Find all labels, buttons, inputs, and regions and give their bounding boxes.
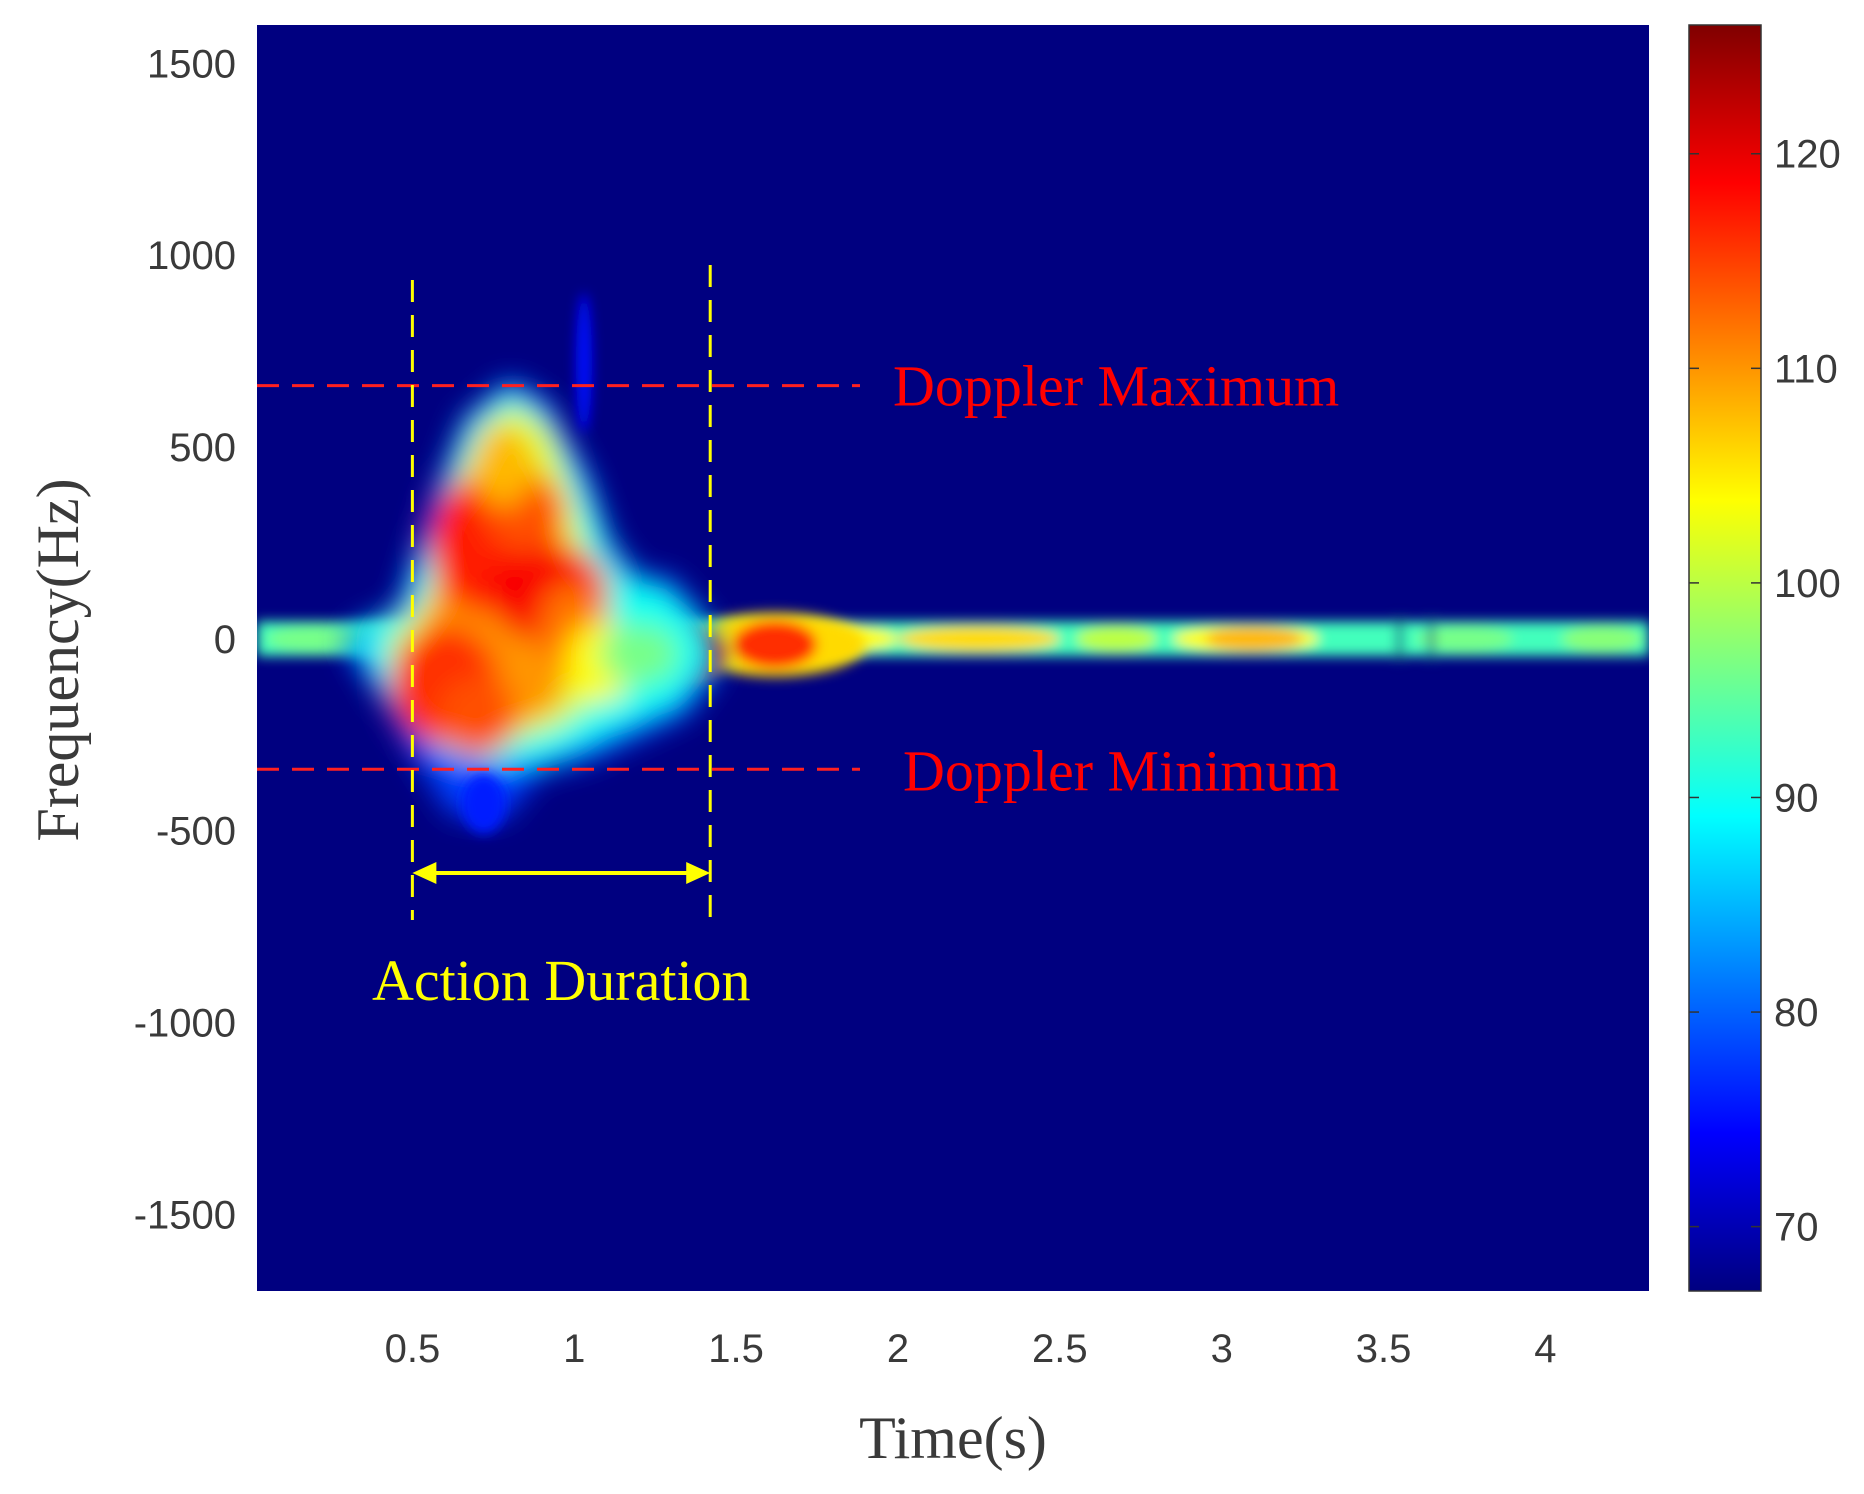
x-tick-label: 1.5	[708, 1327, 764, 1371]
y-tick-label: 1500	[147, 42, 236, 86]
colorbar-ticks: 70 80 90 100 110 120	[1689, 133, 1841, 1250]
x-axis: 0.5 1 1.5 2 2.5 3 3.5 4	[385, 1327, 1557, 1371]
x-tick-label: 3	[1211, 1327, 1233, 1371]
annotation-layer: Doppler Maximum Doppler Minimum Action D…	[257, 265, 1340, 1013]
band-streak	[897, 625, 1060, 652]
torso-core	[732, 620, 818, 669]
burst-hotspot	[598, 624, 679, 685]
band-streak	[266, 625, 364, 652]
band-gap	[1396, 616, 1403, 662]
arrow-head-left	[412, 862, 437, 884]
x-tick-label: 4	[1534, 1327, 1556, 1371]
colorbar	[1688, 24, 1762, 1292]
spectrogram-energy	[257, 292, 1649, 834]
doppler-max-label: Doppler Maximum	[893, 354, 1339, 419]
colorbar-tick-label: 90	[1774, 776, 1819, 820]
x-tick-label: 0.5	[385, 1327, 441, 1371]
colorbar-tick-label: 70	[1774, 1206, 1819, 1250]
doppler-min-label: Doppler Minimum	[903, 738, 1340, 803]
action-duration-label: Action Duration	[372, 948, 751, 1013]
x-axis-label: Time(s)	[859, 1405, 1047, 1471]
y-axis-label: Frequency(Hz)	[25, 478, 91, 841]
band-streak	[1205, 625, 1303, 652]
x-tick-label: 1	[563, 1327, 585, 1371]
y-tick-label: -1500	[134, 1193, 236, 1237]
burst-hotspot	[437, 675, 518, 756]
colorbar-tick-label: 80	[1774, 991, 1819, 1035]
band-streak	[1076, 625, 1157, 652]
band-streak	[1415, 625, 1514, 652]
burst-hotspot	[473, 426, 534, 507]
band-streak	[1561, 625, 1643, 652]
band-gap	[1428, 616, 1434, 662]
colorbar-tick-label: 100	[1774, 562, 1841, 606]
y-tick-label: -500	[156, 810, 236, 854]
arrow-head-right	[686, 862, 711, 884]
action-burst	[347, 377, 720, 820]
colorbar-tick-label: 120	[1774, 133, 1841, 177]
x-tick-label: 2	[887, 1327, 909, 1371]
y-tick-label: 0	[214, 618, 236, 662]
y-tick-label: -1000	[134, 1001, 236, 1045]
y-tick-label: 500	[169, 426, 236, 470]
wisp	[461, 773, 506, 834]
y-axis: 1500 1000 500 0 -500 -1000 -1500	[134, 42, 236, 1237]
x-tick-label: 3.5	[1356, 1327, 1412, 1371]
x-tick-label: 2.5	[1032, 1327, 1088, 1371]
wisp	[575, 292, 592, 433]
faint-wisps	[461, 292, 592, 834]
colorbar-tick-label: 110	[1774, 347, 1838, 391]
y-tick-label: 1000	[147, 234, 236, 278]
